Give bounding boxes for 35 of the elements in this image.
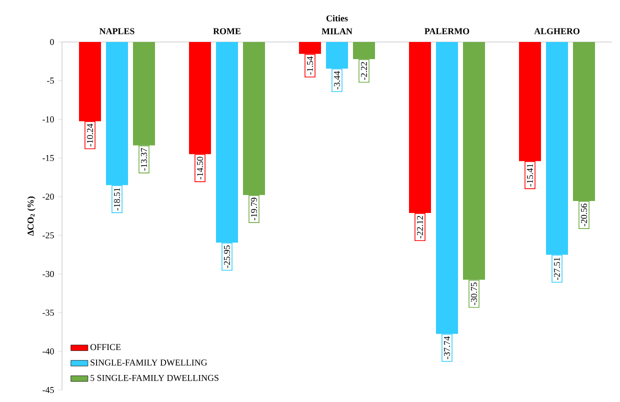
x-axis-title: Cities xyxy=(326,15,348,22)
legend-label: 5 SINGLE-FAMILY DWELLINGS xyxy=(90,374,218,381)
data-label: -1.54 xyxy=(306,56,314,75)
x-tick-label: ROME xyxy=(213,28,240,34)
data-label: -22.12 xyxy=(416,216,424,238)
data-label: -30.75 xyxy=(470,282,478,306)
data-label: -2.22 xyxy=(360,62,368,80)
y-tick-label: -30 xyxy=(42,270,54,278)
legend-label: OFFICE xyxy=(90,344,121,350)
data-label: -3.44 xyxy=(334,71,340,90)
x-tick-label: PALERMO xyxy=(424,28,470,34)
y-tick-label: -10 xyxy=(42,116,54,122)
y-tick-label: 0 xyxy=(50,38,54,46)
data-label: -37.74 xyxy=(444,336,450,360)
y-tick-label: -45 xyxy=(42,387,54,393)
x-tick-label: ALGHERO xyxy=(534,28,580,34)
data-label: -10.24 xyxy=(86,124,94,146)
data-label: -27.51 xyxy=(554,258,560,280)
y-tick-label: -25 xyxy=(42,232,54,238)
y-tick-label: -20 xyxy=(42,194,54,200)
data-label: -19.79 xyxy=(250,198,258,220)
x-tick-label: NAPLES xyxy=(99,28,134,34)
x-tick-label: MILAN xyxy=(322,28,352,34)
y-tick-label: -40 xyxy=(42,348,54,354)
data-label: -15.41 xyxy=(526,164,534,186)
data-label: -25.95 xyxy=(224,245,230,268)
data-label: -14.50 xyxy=(196,156,204,180)
data-label: -18.51 xyxy=(114,188,120,210)
y-tick-label: -5 xyxy=(47,78,54,84)
y-tick-label: -15 xyxy=(42,154,54,162)
legend-label: SINGLE-FAMILY DWELLING xyxy=(90,360,208,366)
data-label: -13.37 xyxy=(140,148,148,171)
y-tick-label: -35 xyxy=(42,310,54,316)
data-label: -20.56 xyxy=(580,204,588,226)
y-axis-title: ΔCO$_{2}$ (%) xyxy=(27,196,36,236)
